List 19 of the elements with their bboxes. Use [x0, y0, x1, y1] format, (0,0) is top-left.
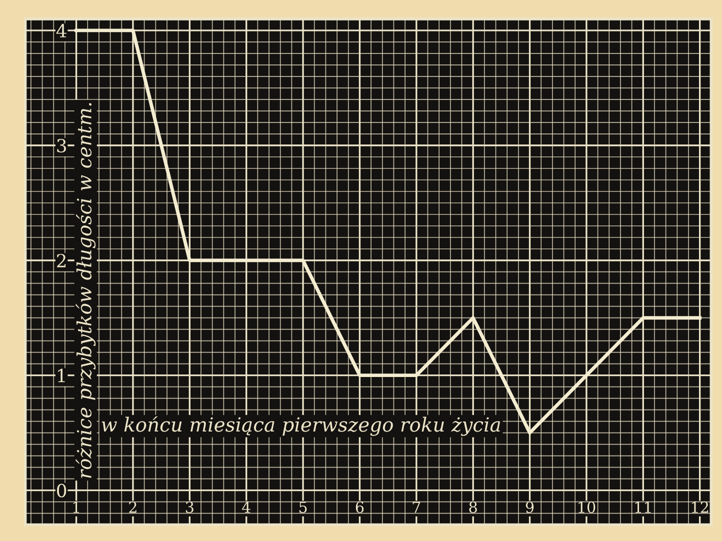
x-tick-label: 6	[356, 501, 364, 513]
y-tick-label: 3	[57, 138, 66, 153]
x-tick-label: 9	[526, 501, 534, 513]
y-tick-label: 0	[57, 484, 66, 498]
y-tick-label: 2	[57, 254, 66, 268]
x-tick-label: 4	[242, 501, 250, 513]
y-axis-title: różnice przybytków długości w centm.	[76, 103, 96, 478]
x-tick-label: 7	[412, 502, 420, 513]
x-tick-label: 12	[692, 501, 708, 513]
x-tick-label: 2	[129, 501, 136, 513]
x-tick-label: 5	[299, 502, 307, 513]
x-tick-label: 11	[635, 501, 651, 513]
y-tick-label: 1	[58, 368, 65, 382]
x-tick-label: 8	[469, 501, 477, 513]
x-axis-title: w końcu miesiąca pierwszego roku życia	[102, 416, 500, 436]
y-tick-label: 4	[56, 24, 66, 38]
x-tick-label: 1	[73, 501, 79, 513]
x-tick-label: 10	[578, 501, 596, 513]
x-tick-label: 3	[186, 501, 194, 513]
